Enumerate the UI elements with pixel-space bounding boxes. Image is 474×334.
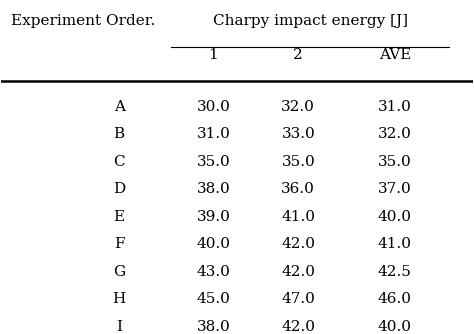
Text: A: A [114,100,125,114]
Text: 32.0: 32.0 [282,100,315,114]
Text: 46.0: 46.0 [378,292,412,306]
Text: H: H [112,292,126,306]
Text: I: I [116,320,122,334]
Text: 41.0: 41.0 [281,210,315,224]
Text: 41.0: 41.0 [378,237,412,251]
Text: 39.0: 39.0 [197,210,230,224]
Text: 40.0: 40.0 [378,210,412,224]
Text: 47.0: 47.0 [282,292,315,306]
Text: E: E [114,210,125,224]
Text: 40.0: 40.0 [378,320,412,334]
Text: 2: 2 [293,48,303,62]
Text: AVE: AVE [379,48,411,62]
Text: 1: 1 [209,48,219,62]
Text: 36.0: 36.0 [282,182,315,196]
Text: 42.0: 42.0 [281,265,315,279]
Text: 45.0: 45.0 [197,292,230,306]
Text: 32.0: 32.0 [378,127,412,141]
Text: Charpy impact energy [J]: Charpy impact energy [J] [212,14,408,28]
Text: 42.0: 42.0 [281,320,315,334]
Text: 33.0: 33.0 [282,127,315,141]
Text: 31.0: 31.0 [197,127,230,141]
Text: 35.0: 35.0 [197,155,230,169]
Text: 38.0: 38.0 [197,320,230,334]
Text: B: B [114,127,125,141]
Text: G: G [113,265,125,279]
Text: 35.0: 35.0 [378,155,412,169]
Text: 40.0: 40.0 [196,237,230,251]
Text: 42.5: 42.5 [378,265,412,279]
Text: 35.0: 35.0 [282,155,315,169]
Text: 37.0: 37.0 [378,182,412,196]
Text: F: F [114,237,125,251]
Text: 31.0: 31.0 [378,100,412,114]
Text: 38.0: 38.0 [197,182,230,196]
Text: D: D [113,182,125,196]
Text: 43.0: 43.0 [197,265,230,279]
Text: 42.0: 42.0 [281,237,315,251]
Text: 30.0: 30.0 [197,100,230,114]
Text: C: C [113,155,125,169]
Text: Experiment Order.: Experiment Order. [11,14,155,28]
